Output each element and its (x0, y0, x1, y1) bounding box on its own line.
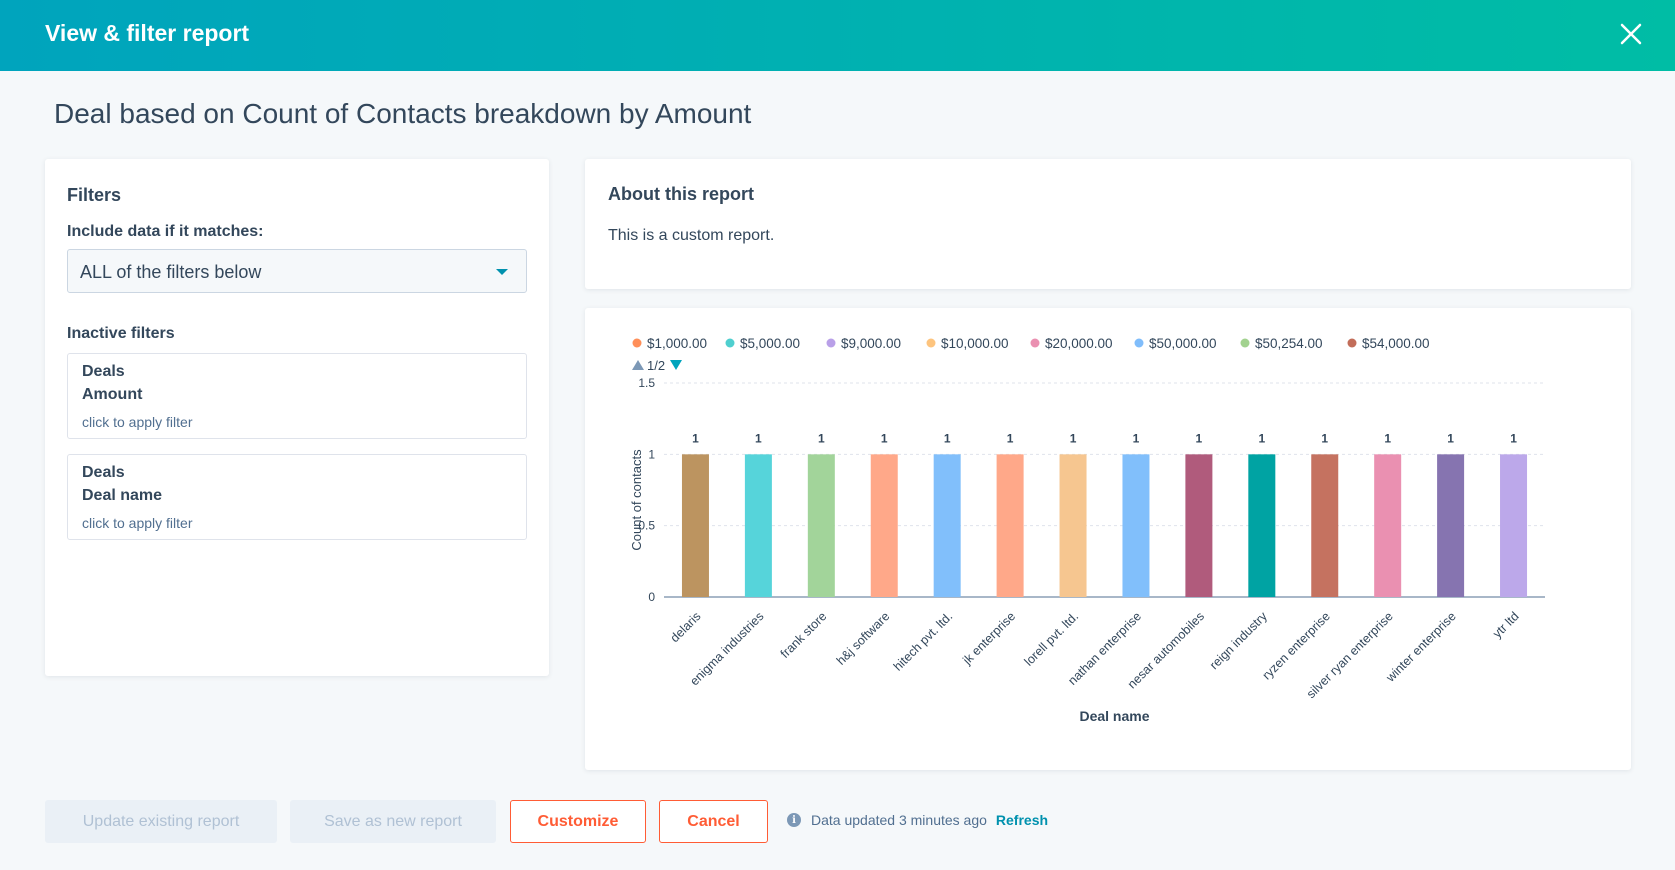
filters-heading: Filters (67, 185, 122, 205)
bar (1059, 454, 1087, 597)
x-tick-label: ryzen enterprise (1260, 609, 1333, 682)
filter-hint: click to apply filter (82, 515, 193, 531)
chart-panel: $1,000.00 $5,000.00 $9,000.00 $10,000.00 $20… (585, 308, 1631, 770)
about-heading: About this report (608, 184, 754, 204)
legend-label: $50,254.00 (1255, 336, 1323, 351)
legend-swatch (926, 338, 936, 348)
data-label: 1 (1196, 431, 1203, 445)
data-label: 1 (818, 431, 825, 445)
bar (1248, 454, 1276, 597)
data-label: 1 (881, 431, 888, 445)
legend-swatch (826, 338, 836, 348)
bar-chart: $1,000.00 $5,000.00 $9,000.00 $10,000.00 $20… (629, 336, 1545, 724)
include-label: Include data if it matches: (67, 223, 264, 240)
close-button[interactable] (1617, 20, 1645, 48)
data-label: 1 (1384, 431, 1391, 445)
data-label: 1 (1321, 431, 1328, 445)
legend-label: $50,000.00 (1149, 336, 1217, 351)
legend-swatch (632, 338, 642, 348)
legend-label: $10,000.00 (941, 336, 1009, 351)
filter-item-amount[interactable]: Deals Amount click to apply filter (67, 353, 527, 439)
bar (1185, 454, 1213, 597)
update-report-button[interactable]: Update existing report (45, 800, 277, 843)
legend-label: $9,000.00 (841, 336, 901, 351)
legend-label: $54,000.00 (1362, 336, 1430, 351)
bar (1374, 454, 1402, 597)
bar (933, 454, 961, 597)
legend-swatch (1030, 338, 1040, 348)
x-tick-label: hitech pvt. ltd. (891, 609, 955, 673)
about-text: This is a custom report. (608, 227, 775, 244)
y-tick-label: 0.5 (638, 519, 655, 533)
filter-object: Deals (82, 464, 125, 481)
y-axis-label: Count of contacts (629, 449, 644, 551)
bar (996, 454, 1024, 597)
bar (744, 454, 772, 597)
page-title: Deal based on Count of Contacts breakdow… (54, 98, 752, 129)
data-label: 1 (1007, 431, 1014, 445)
filter-item-deal-name[interactable]: Deals Deal name click to apply filter (67, 454, 527, 540)
inactive-filters-label: Inactive filters (67, 325, 175, 342)
data-label: 1 (755, 431, 762, 445)
filters-panel: Filters Include data if it matches: ALL … (45, 159, 549, 676)
save-new-report-button[interactable]: Save as new report (290, 800, 496, 843)
data-label: 1 (1510, 431, 1517, 445)
customize-button[interactable]: Customize (510, 800, 646, 843)
chevron-down-icon (496, 269, 508, 275)
legend-next-icon (670, 360, 682, 370)
x-tick-label: h&j software (834, 609, 893, 668)
bar (1122, 454, 1150, 597)
x-tick-label: lorell pvt. ltd. (1022, 609, 1082, 669)
data-status: i Data updated 3 minutes ago Refresh (787, 812, 1048, 828)
y-tick-label: 1.5 (638, 376, 655, 390)
x-tick-label: reign industry (1207, 609, 1270, 672)
bar (1500, 454, 1528, 597)
bar (1437, 454, 1465, 597)
x-tick-label: delaris (668, 609, 704, 645)
legend-page: 1/2 (647, 358, 665, 373)
data-label: 1 (1070, 431, 1077, 445)
x-tick-label: frank store (778, 609, 830, 661)
refresh-link[interactable]: Refresh (995, 812, 1049, 828)
legend-swatch (725, 338, 735, 348)
legend-label: $1,000.00 (647, 336, 707, 351)
y-tick-label: 1 (648, 447, 655, 461)
legend-swatch (1134, 338, 1144, 348)
filter-property: Deal name (82, 487, 163, 504)
modal-header: View & filter report (0, 0, 1675, 71)
match-select-value: ALL of the filters below (80, 262, 262, 282)
filter-hint: click to apply filter (82, 414, 193, 430)
y-tick-label: 0 (648, 590, 655, 604)
bar (807, 454, 835, 597)
data-label: 1 (1258, 431, 1265, 445)
info-icon: i (787, 813, 801, 827)
legend-prev-icon (632, 360, 644, 370)
filter-object: Deals (82, 363, 125, 380)
bar (681, 454, 709, 597)
x-axis-label: Deal name (1079, 708, 1149, 724)
close-icon (1620, 23, 1642, 45)
bar (870, 454, 898, 597)
data-label: 1 (692, 431, 699, 445)
x-tick-label: ytr ltd (1490, 609, 1522, 641)
data-label: 1 (1447, 431, 1454, 445)
cancel-button[interactable]: Cancel (659, 800, 768, 843)
legend-label: $20,000.00 (1045, 336, 1113, 351)
filter-property: Amount (82, 386, 143, 403)
match-select[interactable]: ALL of the filters below (67, 249, 527, 293)
data-label: 1 (1133, 431, 1140, 445)
modal-title: View & filter report (45, 20, 250, 46)
legend-swatch (1347, 338, 1357, 348)
legend-swatch (1240, 338, 1250, 348)
data-label: 1 (944, 431, 951, 445)
x-tick-label: jk enterprise (959, 609, 1018, 668)
bar (1311, 454, 1339, 597)
status-text: Data updated 3 minutes ago (811, 812, 987, 828)
legend-label: $5,000.00 (740, 336, 800, 351)
about-panel: About this report This is a custom repor… (585, 159, 1631, 289)
